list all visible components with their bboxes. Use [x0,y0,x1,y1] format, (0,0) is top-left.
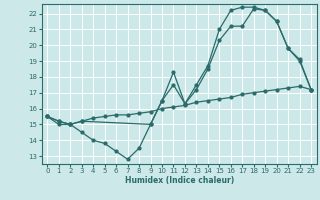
X-axis label: Humidex (Indice chaleur): Humidex (Indice chaleur) [124,176,234,185]
